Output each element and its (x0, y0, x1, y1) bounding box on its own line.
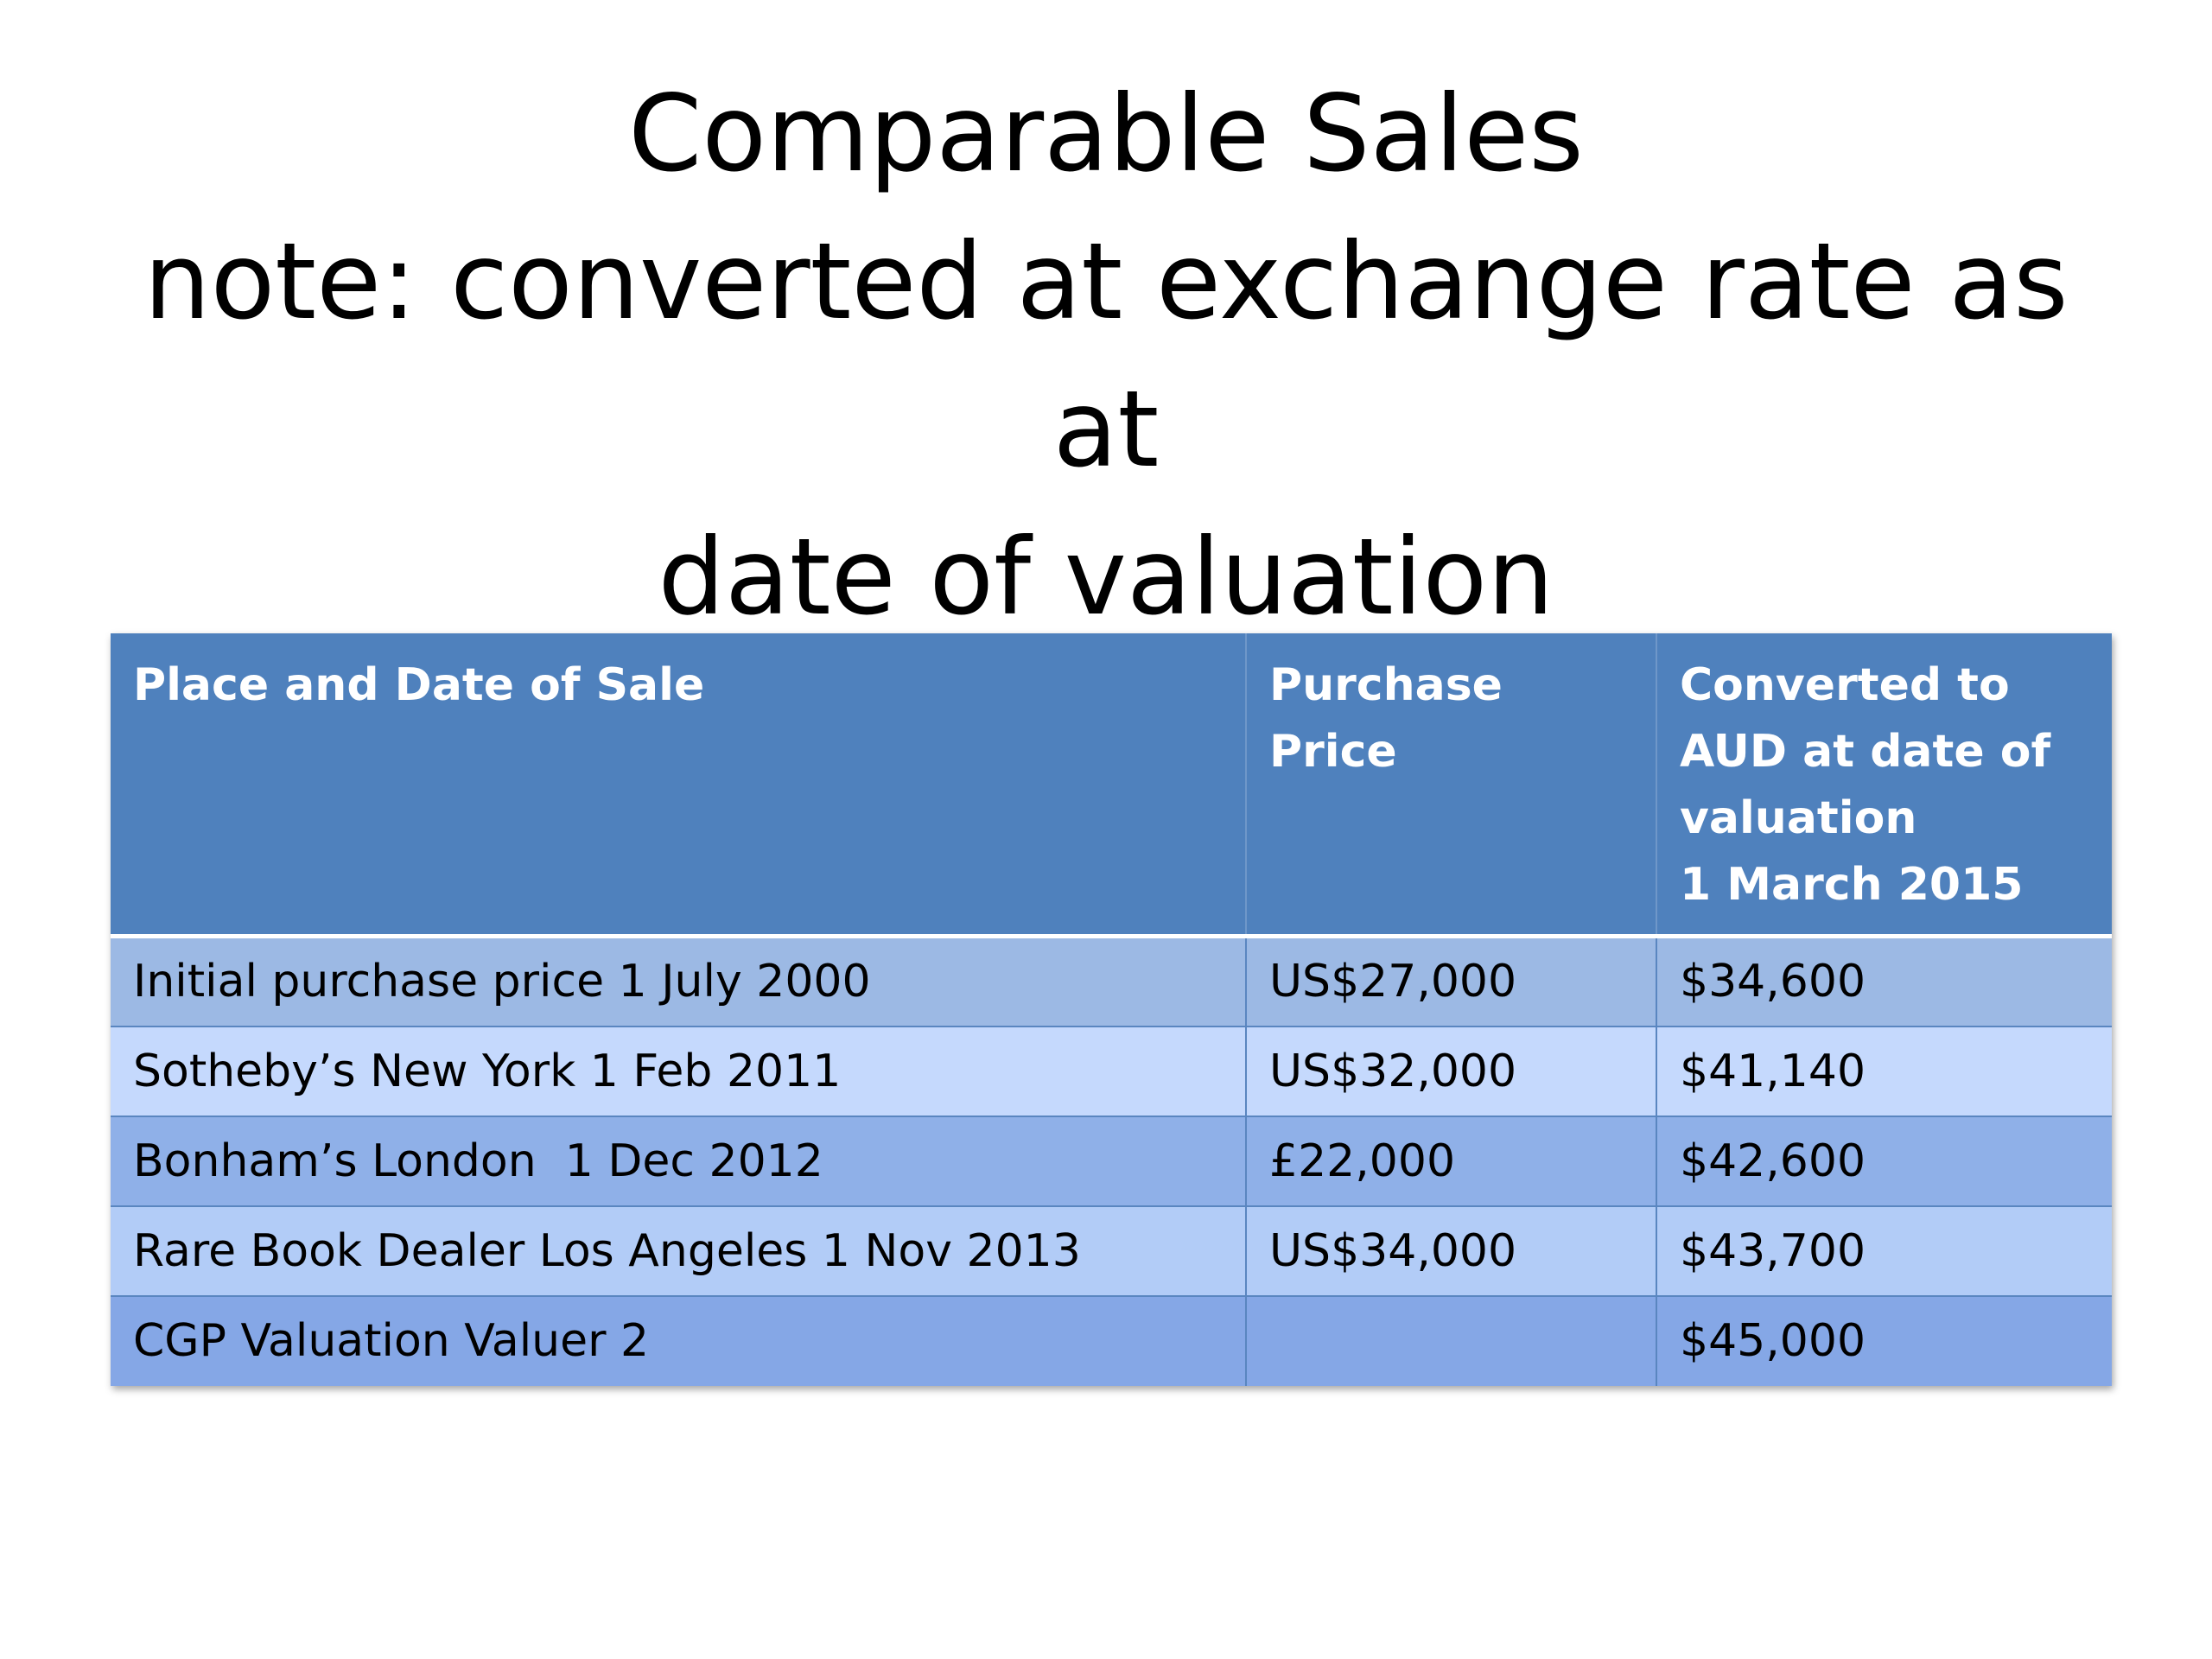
table-header-row: Place and Date of Sale Purchase Price Co… (111, 633, 2112, 938)
cell-price: US$27,000 (1246, 936, 1657, 1027)
sales-table: Place and Date of Sale Purchase Price Co… (111, 633, 2112, 1386)
table-row: CGP Valuation Valuer 2 $45,000 (111, 1295, 2112, 1386)
cell-aud: $41,140 (1656, 1026, 2112, 1117)
cell-aud: $34,600 (1656, 936, 2112, 1027)
table-row: Initial purchase price 1 July 2000 US$27… (111, 936, 2112, 1027)
title-line-1: Comparable Sales (628, 73, 1584, 195)
table-row: Bonham’s London 1 Dec 2012 £22,000 $42,6… (111, 1116, 2112, 1207)
cell-place: Sotheby’s New York 1 Feb 2011 (111, 1026, 1247, 1117)
cell-price: £22,000 (1246, 1116, 1657, 1207)
cell-aud: $43,700 (1656, 1205, 2112, 1297)
cell-place: CGP Valuation Valuer 2 (111, 1295, 1247, 1386)
cell-price: US$32,000 (1246, 1026, 1657, 1117)
cell-aud: $45,000 (1656, 1295, 2112, 1386)
cell-price: US$34,000 (1246, 1205, 1657, 1297)
table-row: Sotheby’s New York 1 Feb 2011 US$32,000 … (111, 1026, 2112, 1117)
header-purchase-price: Purchase Price (1246, 633, 1657, 938)
header-place-date: Place and Date of Sale (111, 633, 1247, 938)
title-line-3: date of valuation (658, 516, 1554, 639)
comparable-sales-table: Place and Date of Sale Purchase Price Co… (111, 633, 2112, 1386)
cell-place: Rare Book Dealer Los Angeles 1 Nov 2013 (111, 1205, 1247, 1297)
table-row: Rare Book Dealer Los Angeles 1 Nov 2013 … (111, 1205, 2112, 1297)
cell-place: Bonham’s London 1 Dec 2012 (111, 1116, 1247, 1207)
header-converted-aud: Converted to AUD at date of valuation 1 … (1656, 633, 2112, 938)
cell-place: Initial purchase price 1 July 2000 (111, 936, 1247, 1027)
cell-price (1246, 1295, 1657, 1386)
cell-aud: $42,600 (1656, 1116, 2112, 1207)
slide-title: Comparable Sales note: converted at exch… (86, 60, 2126, 652)
title-line-2: note: converted at exchange rate as at (143, 220, 2069, 491)
